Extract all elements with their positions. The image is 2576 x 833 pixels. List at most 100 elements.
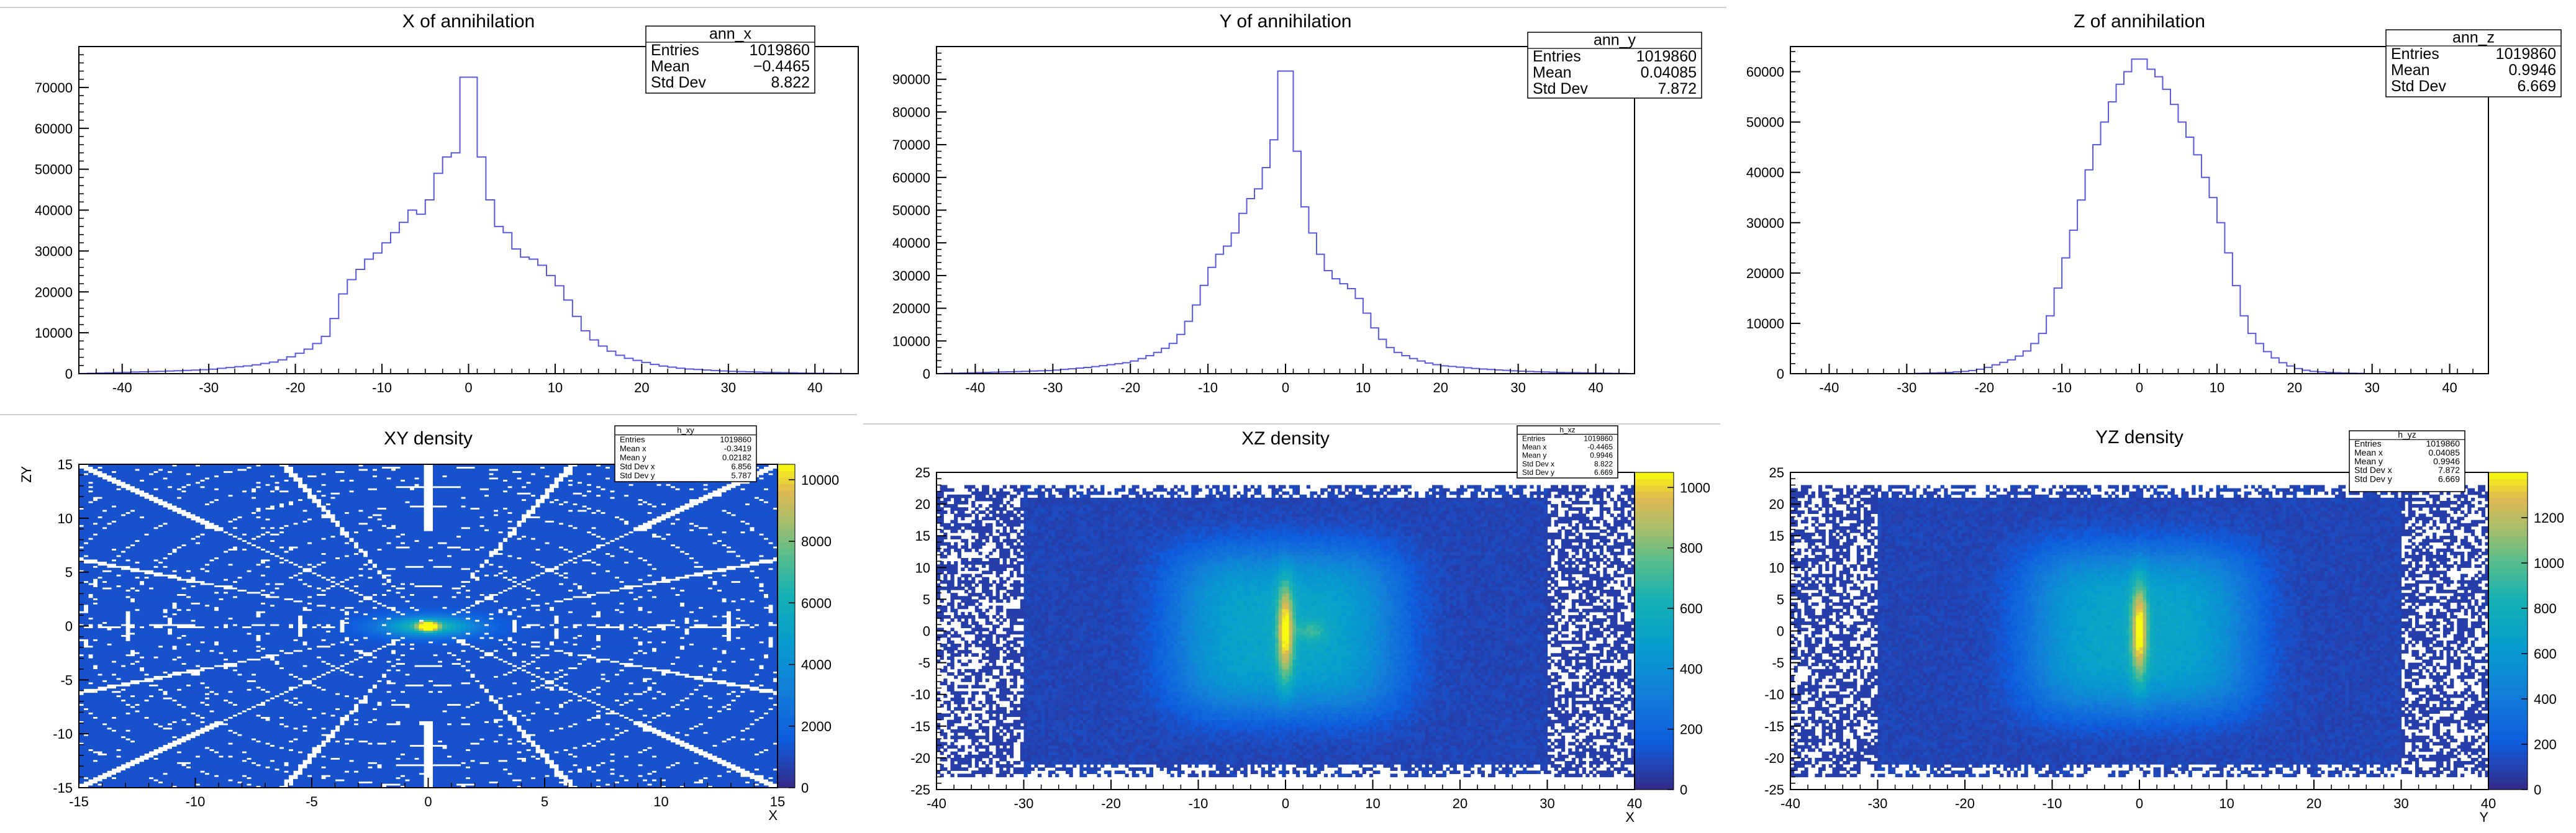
- heatmap-cell: [172, 714, 177, 717]
- heatmap-cell: [98, 712, 102, 714]
- heatmap-cell: [479, 736, 484, 739]
- heatmap-cell: [712, 766, 717, 768]
- heatmap-cell: [615, 749, 620, 751]
- heatmap-cell: [317, 732, 322, 734]
- heatmap-cell: [568, 760, 573, 762]
- heatmap-cell: [88, 725, 93, 727]
- heatmap-cell: [717, 725, 722, 727]
- heatmap-cell: [330, 779, 335, 781]
- heatmap-cell: [712, 714, 717, 717]
- heatmap-cell: [186, 781, 191, 784]
- heatmap-cell: [759, 721, 764, 723]
- heatmap-cell: [116, 714, 121, 717]
- heatmap-cell: [680, 755, 685, 758]
- heatmap-cell: [252, 777, 256, 780]
- heatmap-cell: [284, 768, 289, 771]
- heatmap-cell: [228, 747, 233, 749]
- heatmap-cell: [135, 745, 140, 747]
- heatmap-cell: [377, 734, 382, 736]
- heatmap-cell: [442, 775, 447, 777]
- heatmap-cell: [298, 732, 303, 734]
- heatmap-cell: [759, 738, 764, 741]
- heatmap-cell: [507, 770, 512, 773]
- heatmap-cell: [386, 764, 391, 767]
- heatmap-cell: [684, 741, 689, 743]
- heatmap-cell: [84, 760, 89, 762]
- heatmap-cell: [382, 768, 387, 771]
- heatmap-cell: [601, 770, 605, 773]
- heatmap-cell: [349, 719, 354, 721]
- heatmap-cell: [410, 747, 415, 749]
- heatmap-cell: [205, 742, 210, 745]
- heatmap-cell: [666, 775, 671, 777]
- heatmap-cell: [447, 777, 452, 780]
- heatmap-cell: [573, 719, 578, 721]
- heatmap-cell: [293, 760, 298, 762]
- heatmap-cell: [633, 773, 638, 775]
- heatmap-cell: [675, 736, 680, 739]
- heatmap-cell: [759, 714, 764, 717]
- heatmap-cell: [196, 775, 201, 777]
- heatmap-cell: [596, 736, 601, 739]
- heatmap-cell: [93, 727, 98, 730]
- heatmap-cell: [135, 770, 140, 773]
- heatmap-cell: [168, 775, 173, 777]
- heatmap-cell: [559, 734, 564, 736]
- heatmap-cell: [326, 723, 331, 726]
- heatmap-cell: [652, 742, 657, 745]
- heatmap-cell: [596, 745, 601, 747]
- heatmap-cell: [573, 777, 578, 780]
- heatmap-cell: [186, 783, 191, 786]
- heatmap-cell: [601, 766, 605, 768]
- heatmap-cell: [125, 714, 130, 717]
- stats-name: ann_z: [2452, 29, 2495, 46]
- heatmap-cell: [736, 760, 741, 762]
- heatmap-cell: [386, 768, 391, 771]
- heatmap-cell: [750, 749, 755, 751]
- heatmap-cell: [186, 721, 191, 723]
- heatmap-cell: [489, 757, 494, 760]
- heatmap-cell: [438, 712, 443, 714]
- heatmap-cell: [675, 723, 680, 726]
- heatmap-cell: [84, 725, 89, 727]
- heatmap-cell: [326, 742, 331, 745]
- heatmap-cell: [98, 723, 102, 726]
- heatmap-cell: [605, 770, 610, 773]
- heatmap-cell: [307, 741, 312, 743]
- heatmap-cell: [377, 719, 382, 721]
- heatmap-cell: [270, 710, 275, 713]
- heatmap-cell: [680, 775, 685, 777]
- heatmap-cell: [289, 747, 294, 749]
- heatmap-cell: [461, 714, 466, 717]
- heatmap-cell: [736, 712, 741, 714]
- heatmap-cell: [140, 732, 145, 734]
- heatmap-cell: [368, 749, 373, 751]
- heatmap-cell: [242, 777, 247, 780]
- heatmap-cell: [102, 734, 107, 736]
- heatmap-cell: [689, 781, 694, 784]
- heatmap-cell: [643, 747, 648, 749]
- heatmap-cell: [768, 753, 773, 755]
- heatmap-cell: [619, 738, 624, 741]
- heatmap-cell: [768, 729, 773, 732]
- heatmap-cell: [731, 723, 736, 726]
- heatmap-cell: [102, 781, 107, 784]
- heatmap-cell: [298, 721, 303, 723]
- heatmap-cell: [196, 725, 201, 727]
- heatmap-cell: [628, 770, 633, 773]
- heatmap-cell: [535, 775, 540, 777]
- heatmap-cell: [708, 725, 713, 727]
- heatmap-cell: [358, 738, 363, 741]
- heatmap-cell: [340, 775, 345, 777]
- heatmap-cell: [438, 751, 443, 754]
- heatmap-cell: [545, 766, 550, 768]
- y-tick-label: 40000: [892, 235, 930, 251]
- heatmap-cell: [722, 723, 727, 726]
- heatmap-cell: [717, 716, 722, 719]
- heatmap-cell: [680, 764, 685, 767]
- heatmap-cell: [363, 725, 368, 727]
- heatmap-cell: [451, 736, 456, 739]
- heatmap-cell: [237, 757, 242, 760]
- heatmap-cell: [712, 775, 717, 777]
- heatmap-cell: [256, 781, 261, 784]
